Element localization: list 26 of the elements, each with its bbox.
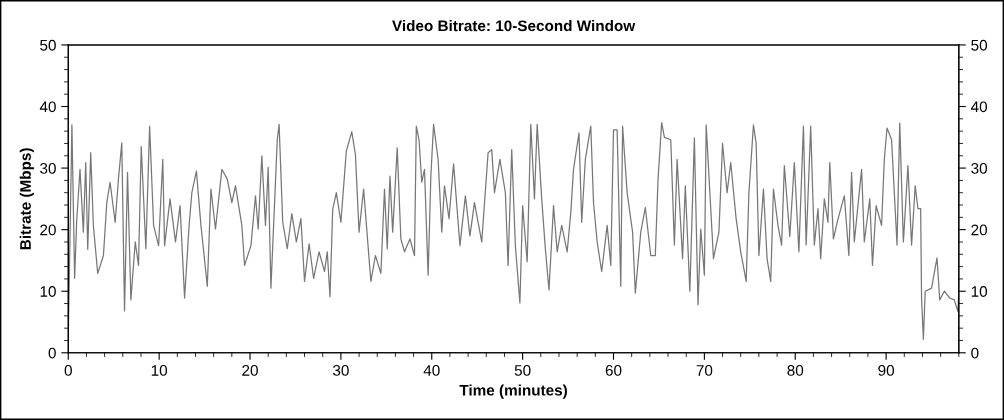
y-tick-label: 30 — [40, 162, 56, 174]
x-tick-label: 60 — [605, 365, 622, 376]
chart-title: Video Bitrate: 10-Second Window — [392, 19, 636, 32]
y2-tick-label: 30 — [971, 162, 988, 174]
y2-tick-label: 40 — [970, 101, 988, 113]
x-tick-label: 30 — [332, 365, 349, 376]
x-tick-label: 0 — [64, 365, 72, 376]
y2-tick-label: 20 — [971, 224, 988, 236]
line-series — [68, 121, 959, 340]
x-tick-label: 50 — [514, 365, 531, 376]
x-tick-label: 70 — [696, 365, 713, 376]
x-tick-label: 90 — [878, 365, 895, 376]
x-axis-title: Time (minutes) — [459, 384, 567, 399]
y2-tick-label: 50 — [971, 39, 988, 51]
x-tick-label: 40 — [423, 365, 440, 376]
x-tick-label: 80 — [787, 365, 804, 376]
y-axis-title: Bitrate (Mbps) — [19, 148, 34, 250]
x-tick-label: 20 — [242, 365, 258, 376]
x-tick-label: 10 — [151, 365, 168, 376]
y-tick-label: 10 — [40, 286, 56, 297]
y-tick-label: 40 — [39, 101, 56, 113]
y2-tick-label: 0 — [971, 347, 979, 359]
y-tick-label: 50 — [40, 39, 56, 51]
y-tick-label: 20 — [40, 224, 56, 236]
y-tick-label: 0 — [48, 347, 56, 359]
y2-tick-label: 10 — [971, 286, 988, 297]
